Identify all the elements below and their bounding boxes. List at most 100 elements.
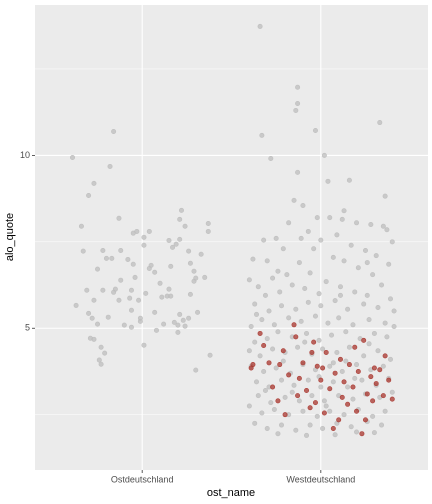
point — [248, 365, 254, 371]
point — [307, 422, 313, 428]
point — [280, 348, 286, 354]
point — [134, 228, 140, 234]
point — [286, 315, 292, 321]
point — [273, 235, 279, 241]
point — [130, 261, 136, 267]
point — [314, 215, 320, 221]
point — [298, 318, 304, 324]
point — [312, 127, 318, 133]
point — [337, 356, 343, 362]
point — [298, 235, 304, 241]
point — [327, 363, 333, 369]
point — [100, 247, 106, 253]
point — [345, 384, 351, 390]
point — [311, 339, 317, 345]
point — [295, 393, 301, 399]
point — [337, 292, 343, 298]
point — [354, 220, 360, 226]
point — [193, 367, 199, 373]
point — [261, 368, 267, 374]
point — [143, 290, 149, 296]
point — [345, 306, 351, 312]
point — [282, 394, 288, 400]
point — [293, 306, 299, 312]
point — [348, 424, 354, 430]
point — [166, 286, 172, 292]
point — [368, 374, 374, 380]
point — [375, 348, 381, 354]
point — [355, 265, 361, 271]
point — [373, 381, 379, 387]
point — [295, 169, 301, 175]
point — [332, 298, 338, 304]
x-tick-label: Westdeutschland — [286, 474, 355, 484]
point — [105, 314, 111, 320]
panel — [35, 5, 428, 470]
point — [91, 336, 97, 342]
point — [323, 279, 329, 285]
point — [254, 379, 260, 385]
point — [362, 417, 368, 423]
point — [257, 330, 263, 336]
point — [207, 352, 213, 358]
point — [191, 268, 197, 274]
point — [336, 417, 342, 423]
point — [168, 293, 174, 299]
point — [323, 349, 329, 355]
point — [364, 292, 370, 298]
point — [343, 358, 349, 364]
point — [339, 394, 345, 400]
point — [391, 324, 397, 330]
y-axis-title: alo_quote — [4, 213, 16, 261]
point — [70, 154, 76, 160]
point — [295, 344, 301, 350]
point — [286, 220, 292, 226]
point — [389, 396, 395, 402]
point — [84, 287, 90, 293]
point — [382, 193, 388, 199]
point — [86, 192, 92, 198]
point — [146, 228, 152, 234]
point — [157, 280, 163, 286]
point — [132, 274, 138, 280]
x-axis-title: ost_name — [207, 487, 255, 499]
point — [98, 361, 104, 367]
point — [255, 393, 261, 399]
point — [361, 301, 367, 307]
point — [262, 292, 268, 298]
point — [307, 405, 313, 411]
point — [118, 247, 124, 253]
point — [364, 391, 370, 397]
point — [327, 408, 333, 414]
point — [352, 375, 358, 381]
point — [318, 237, 324, 243]
point — [182, 223, 188, 229]
point — [250, 256, 256, 262]
point — [364, 260, 370, 266]
point — [78, 223, 84, 229]
point — [325, 320, 331, 326]
point — [350, 396, 356, 402]
point — [312, 400, 318, 406]
point — [137, 315, 143, 321]
point — [361, 337, 367, 343]
point — [186, 248, 192, 254]
point — [382, 408, 388, 414]
point — [311, 246, 317, 252]
point — [270, 275, 276, 281]
point — [111, 129, 117, 135]
point — [268, 400, 274, 406]
point — [177, 236, 183, 242]
point — [264, 426, 270, 432]
point — [277, 289, 283, 295]
point — [379, 282, 385, 288]
point — [304, 330, 310, 336]
point — [252, 339, 258, 345]
point — [368, 222, 374, 228]
point — [180, 317, 186, 323]
point — [275, 329, 281, 335]
point — [330, 360, 336, 366]
point — [252, 301, 258, 307]
point — [387, 296, 393, 302]
point — [359, 377, 365, 383]
